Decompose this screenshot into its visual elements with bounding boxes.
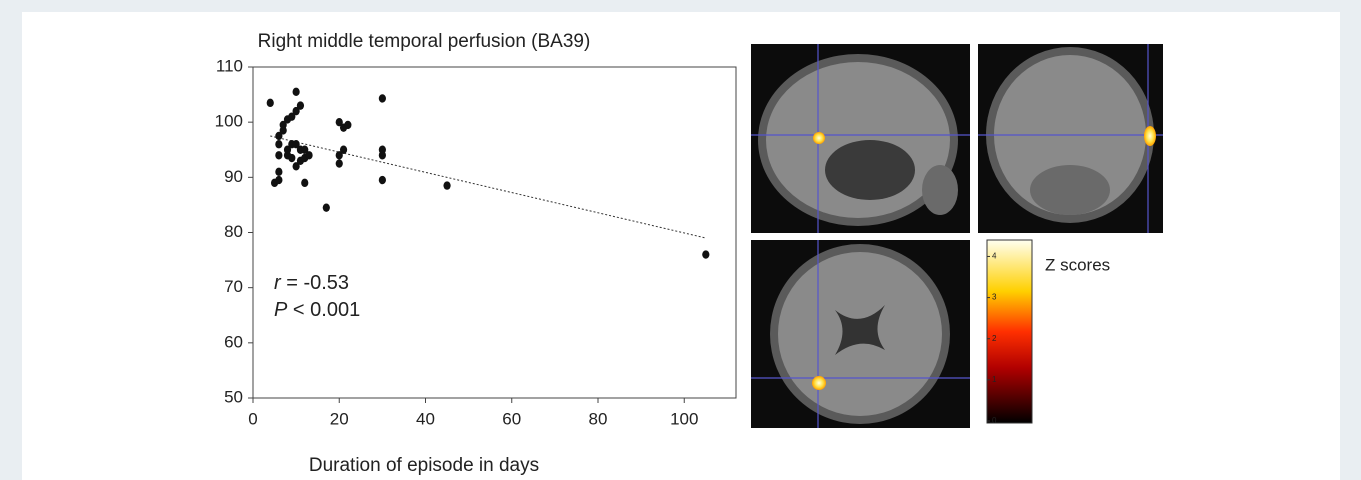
point xyxy=(297,101,304,109)
point xyxy=(275,168,282,176)
point xyxy=(379,151,386,159)
point xyxy=(275,176,282,184)
annotation: r = -0.53 xyxy=(274,272,349,294)
sagittal-image xyxy=(751,44,970,233)
y-tick-label: 50 xyxy=(224,387,243,406)
y-tick-label: 70 xyxy=(224,277,243,296)
y-tick-label: 90 xyxy=(224,167,243,186)
colorbar-label: Z scores xyxy=(1045,255,1110,274)
point xyxy=(336,159,343,167)
annotation-var: P xyxy=(274,299,288,321)
point xyxy=(340,146,347,154)
point xyxy=(293,88,300,96)
point xyxy=(305,151,312,159)
x-tick-label: 40 xyxy=(416,409,435,428)
point xyxy=(267,99,274,107)
coronal-image xyxy=(978,44,1163,233)
annotation: P < 0.001 xyxy=(274,299,360,321)
x-tick-label: 100 xyxy=(670,409,698,428)
colorbar-tick-label: 3 xyxy=(992,293,997,302)
page: {"chart_data": {"type": "scatter", "titl… xyxy=(0,0,1361,480)
colorbar xyxy=(987,240,1032,423)
y-tick-label: 80 xyxy=(224,222,243,241)
axial-image xyxy=(751,240,970,428)
colorbar-tick-label: 2 xyxy=(992,334,997,343)
x-tick-label: 0 xyxy=(248,409,257,428)
annotation-text: < 0.001 xyxy=(287,299,360,321)
annotation-text: = -0.53 xyxy=(281,272,349,294)
x-tick-label: 20 xyxy=(330,409,349,428)
y-tick-label: 100 xyxy=(215,112,243,131)
x-tick-label: 60 xyxy=(502,409,521,428)
point xyxy=(275,140,282,148)
point xyxy=(702,250,709,258)
point xyxy=(323,203,330,211)
colorbar-tick-label: 0 xyxy=(992,416,997,425)
y-tick-label: 110 xyxy=(216,56,243,75)
colorbar-tick-label: 1 xyxy=(992,375,997,384)
y-tick-label: 60 xyxy=(224,332,243,351)
point xyxy=(288,154,295,162)
point xyxy=(443,181,450,189)
x-axis-label: Duration of episode in days xyxy=(309,455,539,476)
point xyxy=(379,176,386,184)
point xyxy=(301,179,308,187)
figure: Z scores Right middle temporal perfusion… xyxy=(0,0,1361,480)
colorbar-tick-label: 4 xyxy=(992,252,997,261)
x-tick-label: 80 xyxy=(589,409,608,428)
point xyxy=(275,151,282,159)
point xyxy=(379,94,386,102)
point xyxy=(344,121,351,129)
chart-title: Right middle temporal perfusion (BA39) xyxy=(258,31,591,52)
